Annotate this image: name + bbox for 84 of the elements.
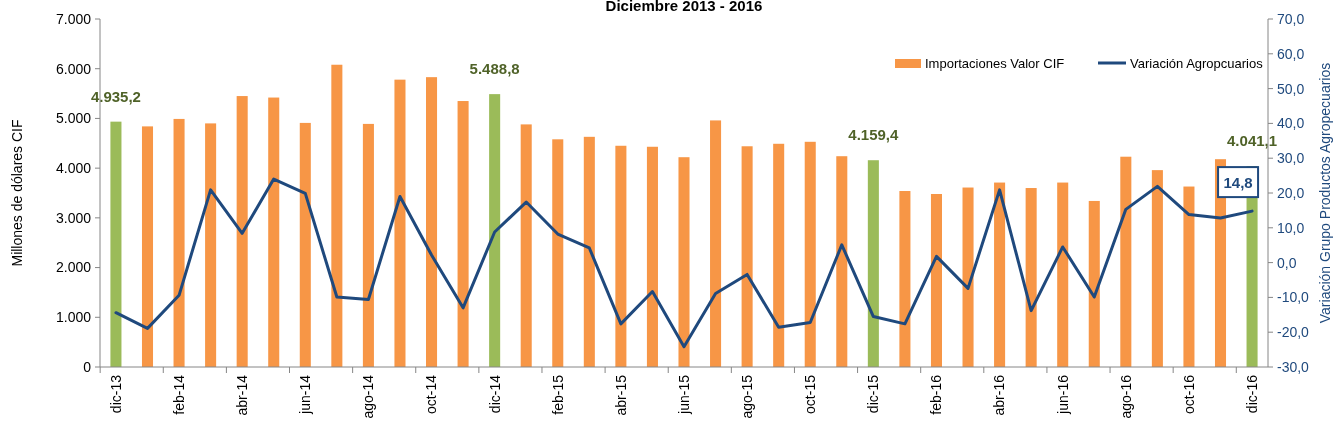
y-tick-label: 0 [83,358,92,375]
x-tick-label: abr-14 [234,374,251,416]
bar [236,96,248,367]
x-tick-label: dic-14 [486,374,503,414]
y2-tick-label: 10,0 [1277,219,1305,236]
y2-tick-label: 60,0 [1277,45,1305,62]
y2-axis-title: Variación Grupo Productos Agropecuarios [1317,62,1333,324]
x-tick-label: dic-16 [1243,374,1260,414]
x-tick-label: oct-15 [802,374,819,414]
y2-tick-label: -30,0 [1277,358,1310,375]
y-tick-label: 6.000 [55,60,92,77]
x-tick-label: ago-14 [360,374,377,419]
bar [710,120,722,367]
bar [1057,182,1069,367]
bar [804,141,816,367]
bar [899,191,911,367]
bar [268,97,280,367]
bar [394,79,406,367]
y2-tick-label: 40,0 [1277,115,1305,132]
x-tick-label: dic-15 [865,374,882,414]
x-tick-label: oct-14 [423,374,440,414]
bar [962,187,974,367]
legend-label: Variación Agropcuarios [1130,55,1264,71]
x-tick-label: feb-14 [170,374,187,415]
x-tick-label: abr-15 [612,374,629,416]
bar [930,193,942,367]
y2-tick-label: 20,0 [1277,184,1305,201]
data-label: 4.935,2 [90,87,141,105]
bar [646,146,658,367]
bar [489,94,501,367]
bar [741,146,753,367]
data-label: 5.488,8 [469,60,520,78]
bar [1120,156,1132,367]
line-series [114,177,1254,349]
y2-tick-label: -20,0 [1277,324,1310,341]
bar [173,118,185,367]
y-tick-label: 1.000 [55,309,92,326]
bar [994,182,1006,367]
bar [1088,200,1100,367]
y-axis-title: Millones de dólares CIF [9,119,25,267]
x-tick-label: feb-16 [928,374,945,415]
x-tick-label: dic-13 [107,374,124,414]
y2-tick-label: 0,0 [1277,254,1297,271]
data-label: 14,8 [1223,174,1253,192]
y-tick-label: 2.000 [55,259,92,276]
x-tick-label: jun-16 [1054,374,1071,415]
bar [299,122,311,367]
x-tick-label: abr-16 [991,374,1008,416]
x-tick-label: feb-15 [549,374,566,415]
x-tick-label: ago-16 [1117,374,1134,419]
y-tick-label: 5.000 [55,110,92,127]
bar [362,123,374,367]
bar [867,160,879,367]
x-tick-label: ago-15 [739,374,756,419]
bar [615,145,627,367]
y2-tick-label: 70,0 [1277,10,1305,27]
y-tick-label: 3.000 [55,209,92,226]
bar [110,121,122,367]
data-label: 4.159,4 [848,126,900,144]
bar [583,136,595,367]
legend-label: Importaciones Valor CIF [925,55,1065,71]
y-tick-label: 4.000 [55,160,92,177]
bar [1151,170,1163,367]
bar [457,101,469,367]
bar [773,143,785,367]
bar [520,124,532,367]
bar [141,126,154,367]
y2-tick-label: -10,0 [1277,289,1310,306]
bar [552,139,564,367]
bar [205,123,217,367]
chart-title: Diciembre 2013 - 2016 [605,0,763,14]
bar [426,77,438,367]
data-label: 4.041,1 [1227,132,1278,150]
y-tick-label: 7.000 [55,10,92,27]
x-tick-label: jun-15 [675,374,692,415]
bar [331,64,343,367]
x-tick-label: oct-16 [1180,374,1197,414]
bar [1183,186,1195,367]
x-tick-label: jun-14 [297,374,314,415]
bar [678,157,690,367]
y2-tick-label: 30,0 [1277,150,1305,167]
bar [1025,188,1037,367]
y2-tick-label: 50,0 [1277,80,1305,97]
bar [836,156,848,367]
